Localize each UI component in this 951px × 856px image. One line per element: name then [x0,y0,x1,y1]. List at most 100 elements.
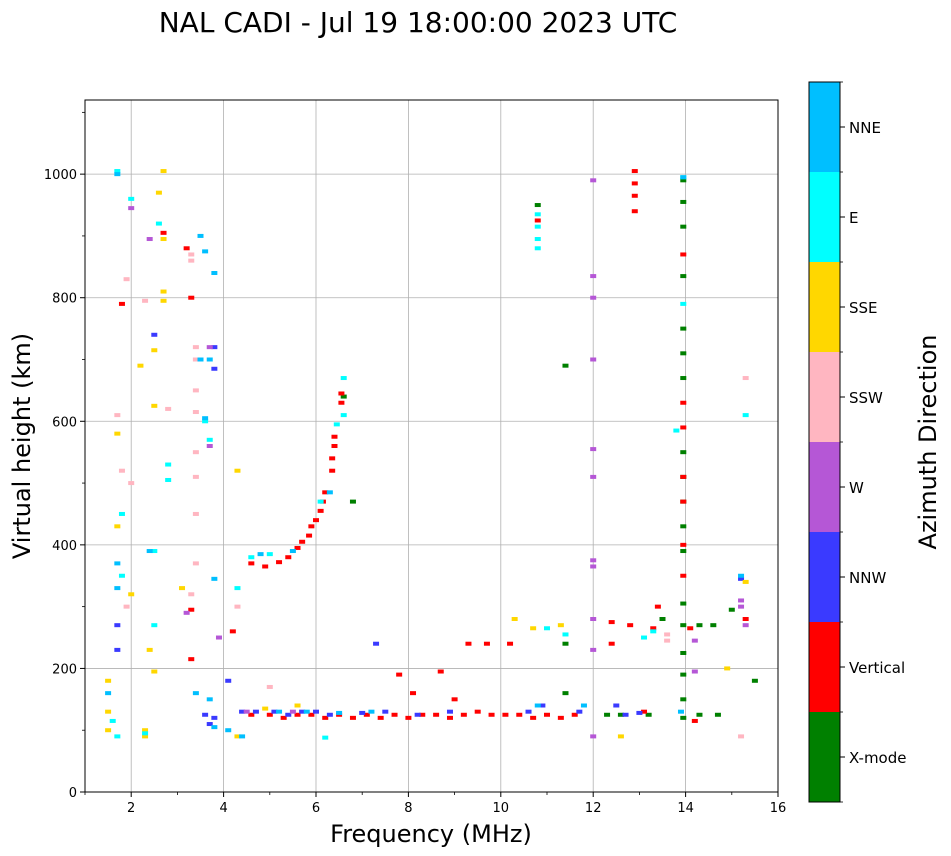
data-point-nnw [576,709,583,714]
data-point-nne [105,691,112,696]
data-point-vertical [118,301,125,306]
data-point-x-mode [680,697,687,702]
x-tick-label: 2 [127,801,135,816]
data-point-vertical [396,672,403,677]
data-point-nne [225,728,232,733]
data-point-w [590,357,597,362]
data-point-nnw [206,722,213,727]
data-point-vertical [627,623,634,628]
colorbar-tick-label: Vertical [849,659,905,677]
data-point-ssw [123,277,130,282]
y-tick-label: 1000 [44,168,77,183]
data-point-vertical [285,555,292,560]
chart-title: NAL CADI - Jul 19 18:00:00 2023 UTC [159,6,678,39]
data-point-vertical [308,524,315,529]
data-point-x-mode [349,499,356,504]
data-point-nnw [211,345,218,350]
data-point-x-mode [696,623,703,628]
data-point-e [544,626,550,631]
data-point-nnw [239,709,246,714]
data-point-vertical [687,626,694,631]
data-point-e [151,549,158,554]
data-point-w [590,474,597,479]
data-point-vertical [680,252,687,257]
data-point-ssw [192,561,199,566]
data-point-vertical [188,607,195,612]
data-point-nne [257,552,264,557]
colorbar-tick-label: E [849,209,858,227]
data-point-vertical [262,564,269,569]
data-point-w [590,295,597,300]
data-point-e [534,212,541,217]
data-point-e [534,224,541,229]
data-point-vertical [308,712,315,717]
data-point-nne [303,709,310,714]
data-point-vertical [680,573,687,578]
data-point-nnw [114,623,121,628]
data-point-vertical [488,712,495,717]
data-point-sse [617,734,624,739]
data-point-nne [202,249,209,254]
data-point-sse [160,169,167,174]
x-tick-label: 12 [585,801,602,816]
data-point-sse [114,524,121,529]
data-point-w [590,558,597,563]
data-point-vertical [331,434,338,439]
data-point-x-mode [617,712,624,717]
data-point-vertical [474,709,481,714]
data-point-w [742,623,749,628]
data-point-x-mode [534,203,541,208]
data-point-sse [742,579,749,584]
data-point-vertical [483,641,490,646]
data-point-e [317,499,324,504]
data-point-vertical [299,539,306,544]
plot-frame [84,99,779,793]
data-point-vertical [608,620,615,625]
data-point-vertical [363,712,370,717]
data-point-vertical [294,545,301,550]
colorbar-tick-label: X-mode [849,749,906,767]
data-point-e [202,419,209,424]
data-point-e [641,635,648,640]
data-point-nnw [225,678,232,683]
data-point-ssw [114,413,121,418]
data-point-vertical [317,508,324,513]
data-point-w [590,647,597,652]
data-point-e [266,552,273,557]
data-point-vertical [631,209,638,214]
data-point-sse [234,734,241,739]
data-point-nne [211,271,218,275]
data-point-e [206,437,213,442]
axis-layer: 2 4 6 8 10 12 14 16 0 200 400 600 800 1000 [44,111,786,816]
x-tick-label: 6 [312,801,320,816]
data-point-w [590,178,597,183]
data-point-nnw [202,712,209,717]
data-point-vertical [680,400,687,405]
data-point-nnw [738,576,745,581]
data-point-ssw [123,604,130,609]
data-point-nne [336,710,343,715]
data-point-nne [192,691,199,696]
data-point-w [146,237,153,242]
x-tick-label: 14 [677,801,694,816]
data-point-vertical [742,617,749,621]
colorbar-swatch [809,172,840,262]
data-point-nne [239,734,246,739]
data-point-x-mode [680,549,687,554]
data-point-ssw [738,734,745,739]
data-point-e [128,196,135,201]
data-point-sse [151,669,158,674]
data-point-vertical [680,499,687,504]
data-point-x-mode [659,617,666,621]
data-point-e [118,573,125,578]
data-point-vertical [338,391,345,396]
data-point-vertical [502,712,509,717]
data-point-vertical [183,246,190,251]
data-point-vertical [322,715,329,720]
data-point-nnw [299,709,306,714]
data-point-nne [202,416,209,421]
data-point-nne [197,233,204,238]
data-point-vertical [419,712,426,717]
data-point-x-mode [680,224,687,229]
data-point-x-mode [680,672,687,677]
